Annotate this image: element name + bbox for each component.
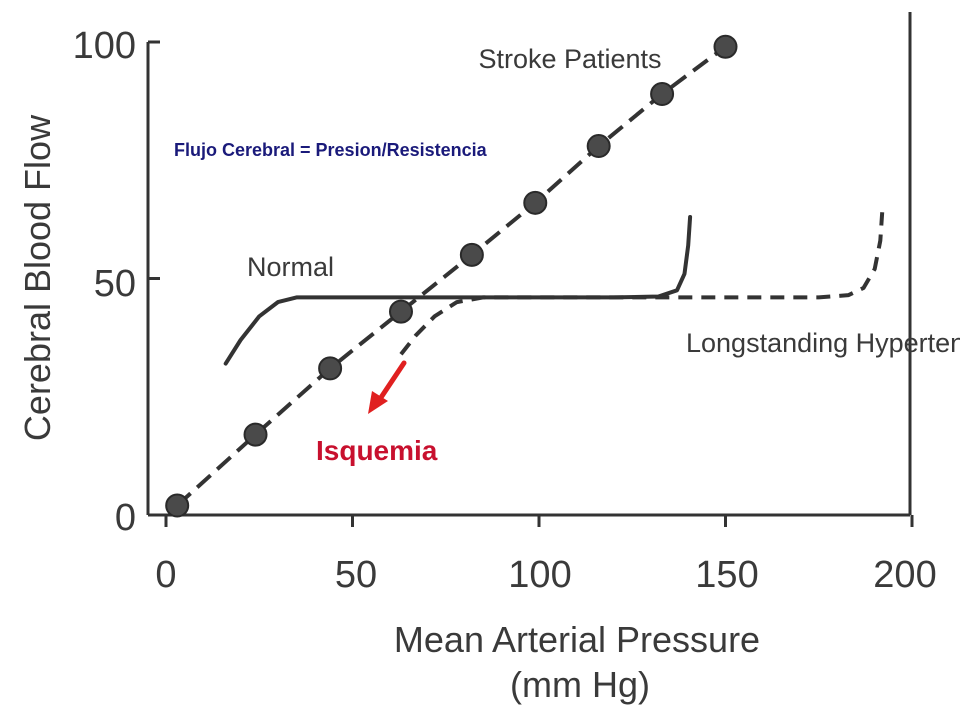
isquemia-label: Isquemia [316,435,438,466]
x-axis-unit: (mm Hg) [510,664,650,705]
legend-label-normal: Normal [247,252,334,282]
y-tick-label-0: 0 [115,497,136,539]
x-tick-label-200: 200 [873,554,936,596]
y-axis-title: Cerebral Blood Flow [17,114,58,441]
isquemia-arrow [368,360,407,414]
stroke-patients-point-6 [586,134,611,159]
stroke-patients-point-8 [713,34,738,59]
x-tick-label-50: 50 [335,554,377,596]
stroke-patients-markers [165,34,738,518]
stroke-patients-point-7 [650,82,675,107]
ticks [148,40,914,527]
x-tick-label-100: 100 [508,554,571,596]
x-axis-title: Mean Arterial Pressure [394,619,760,660]
y-tick-label-50: 50 [94,263,136,305]
stroke-patients-point-5 [523,190,548,215]
legend-label-longstanding-hypertension: Longstanding Hypertension [686,328,960,358]
stroke-patients-point-3 [388,299,413,324]
x-tick-label-150: 150 [695,554,758,596]
stroke-patients-point-1 [243,422,268,447]
stroke-patients-point-2 [318,356,343,381]
series-line-longstanding-hypertension [399,212,885,356]
formula-annotation: Flujo Cerebral = Presion/Resistencia [174,140,488,160]
x-tick-label-0: 0 [155,554,176,596]
y-tick-label-100: 100 [73,25,136,67]
series-line-normal [223,215,693,366]
legend-label-stroke-patients: Stroke Patients [478,44,661,74]
stroke-patients-point-4 [459,242,484,267]
stroke-patients-point-0 [165,493,190,518]
